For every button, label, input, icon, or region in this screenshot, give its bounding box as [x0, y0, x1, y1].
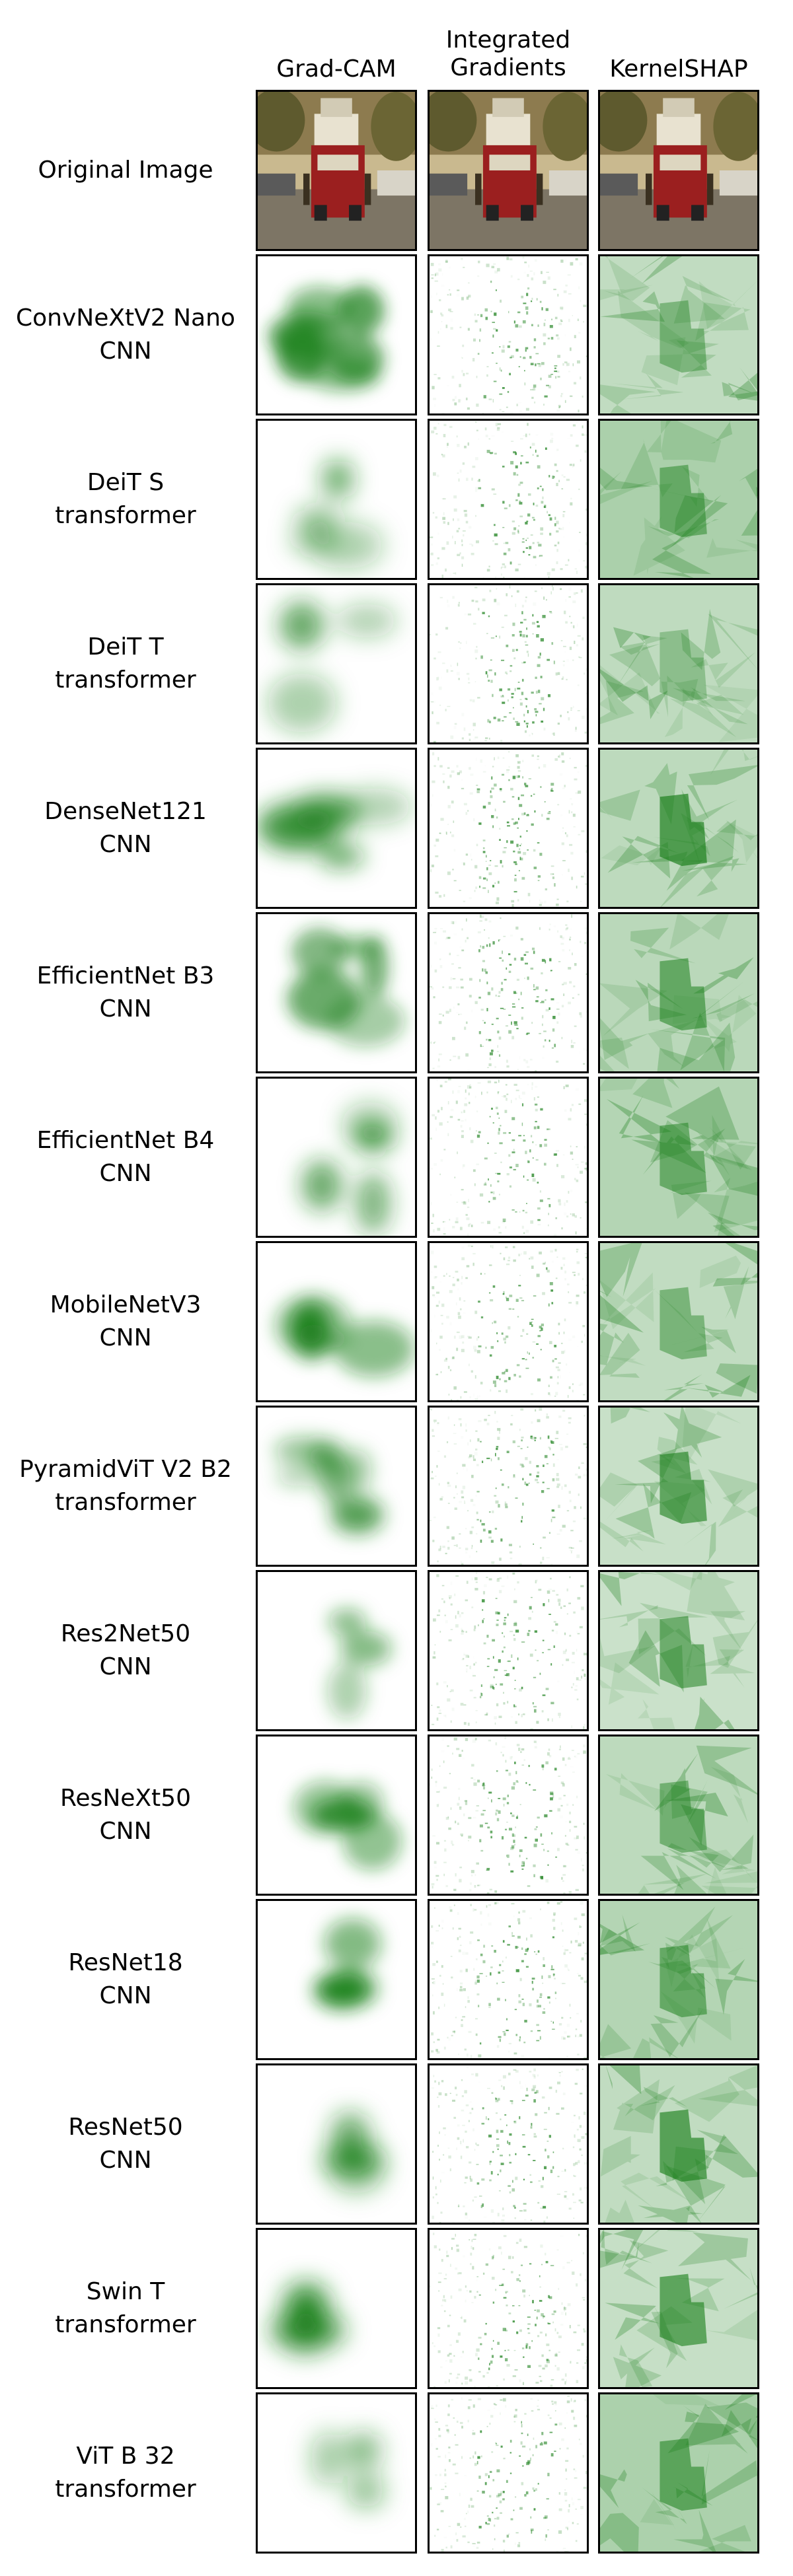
model-type: CNN — [99, 1818, 152, 1845]
row-label: ConvNeXtV2 Nano CNN — [0, 302, 251, 368]
grad-cam-map — [256, 912, 417, 1073]
kernelshap-map — [598, 2228, 759, 2389]
model-type: CNN — [99, 1653, 152, 1680]
row-label: DeiT S transformer — [0, 466, 251, 532]
kernelshap-map — [598, 1570, 759, 1731]
grad-cam-map — [256, 1406, 417, 1567]
model-name: Res2Net50 — [60, 1620, 191, 1647]
kernelshap-map — [598, 1899, 759, 2060]
column-header-integrated-gradients: Integrated Gradients — [445, 26, 571, 81]
model-type: transformer — [55, 2476, 196, 2503]
grad-cam-map — [256, 1570, 417, 1731]
model-name: ResNet18 — [68, 1949, 183, 1976]
model-type: CNN — [99, 1324, 152, 1351]
grad-cam-map — [256, 1899, 417, 2060]
grad-cam-map — [256, 2392, 417, 2554]
grad-cam-map — [256, 583, 417, 744]
grad-cam-map — [256, 2228, 417, 2389]
row-label: EfficientNet B4 CNN — [0, 1124, 251, 1190]
kernelshap-map — [598, 2392, 759, 2554]
model-type: CNN — [99, 995, 152, 1022]
row-label: PyramidViT V2 B2 transformer — [0, 1453, 251, 1519]
model-name: EfficientNet B3 — [36, 962, 215, 989]
integrated-gradients-map — [428, 419, 589, 580]
original-image-kernelshap — [598, 90, 759, 251]
integrated-gradients-map — [428, 1077, 589, 1238]
integrated-gradients-map — [428, 912, 589, 1073]
original-image-integrated-gradients — [428, 90, 589, 251]
model-type: transformer — [55, 2311, 196, 2338]
model-name: ConvNeXtV2 Nano — [16, 304, 235, 332]
model-type: transformer — [55, 666, 196, 694]
integrated-gradients-map — [428, 2392, 589, 2554]
model-type: CNN — [99, 2147, 152, 2174]
kernelshap-map — [598, 2063, 759, 2225]
model-name: ViT B 32 — [76, 2443, 175, 2470]
column-header-kernelshap: KernelSHAP — [609, 55, 748, 83]
row-label: ResNeXt50 CNN — [0, 1782, 251, 1848]
kernelshap-map — [598, 583, 759, 744]
row-label: Res2Net50 CNN — [0, 1618, 251, 1684]
grad-cam-map — [256, 748, 417, 909]
row-label: Swin T transformer — [0, 2275, 251, 2342]
kernelshap-map — [598, 748, 759, 909]
model-type: CNN — [99, 338, 152, 365]
row-label-original-image: Original Image — [38, 157, 213, 184]
kernelshap-map — [598, 912, 759, 1073]
integrated-gradients-map — [428, 1570, 589, 1731]
kernelshap-map — [598, 419, 759, 580]
model-type: CNN — [99, 1160, 152, 1187]
integrated-gradients-map — [428, 2063, 589, 2225]
kernelshap-map — [598, 1241, 759, 1402]
grad-cam-map — [256, 419, 417, 580]
model-type: CNN — [99, 1982, 152, 2009]
model-name: Swin T — [86, 2278, 165, 2305]
integrated-gradients-map — [428, 1241, 589, 1402]
kernelshap-map — [598, 254, 759, 415]
grad-cam-map — [256, 1241, 417, 1402]
row-label: EfficientNet B3 CNN — [0, 960, 251, 1026]
kernelshap-map — [598, 1735, 759, 1896]
model-name: EfficientNet B4 — [36, 1127, 215, 1154]
model-type: transformer — [55, 502, 196, 529]
model-name: ResNet50 — [68, 2114, 183, 2141]
model-name: DeiT T — [87, 633, 164, 661]
model-name: ResNeXt50 — [60, 1785, 191, 1812]
integrated-gradients-map — [428, 1406, 589, 1567]
model-name: DeiT S — [87, 469, 165, 496]
row-label: MobileNetV3 CNN — [0, 1289, 251, 1355]
row-label: ResNet18 CNN — [0, 1947, 251, 2013]
grad-cam-map — [256, 254, 417, 415]
model-name: DenseNet121 — [44, 798, 207, 825]
row-label: ViT B 32 transformer — [0, 2440, 251, 2506]
integrated-gradients-map — [428, 1899, 589, 2060]
grad-cam-map — [256, 1077, 417, 1238]
column-header-grad-cam: Grad-CAM — [276, 55, 397, 83]
row-label: ResNet50 CNN — [0, 2111, 251, 2177]
model-name: PyramidViT V2 B2 — [19, 1456, 232, 1483]
kernelshap-map — [598, 1406, 759, 1567]
model-type: transformer — [55, 1489, 196, 1516]
integrated-gradients-map — [428, 583, 589, 744]
model-name: MobileNetV3 — [50, 1291, 202, 1318]
model-type: CNN — [99, 831, 152, 858]
grad-cam-map — [256, 2063, 417, 2225]
integrated-gradients-map — [428, 254, 589, 415]
original-image-grad-cam — [256, 90, 417, 251]
row-label: DenseNet121 CNN — [0, 795, 251, 861]
integrated-gradients-map — [428, 2228, 589, 2389]
row-label: DeiT T transformer — [0, 631, 251, 697]
grad-cam-map — [256, 1735, 417, 1896]
kernelshap-map — [598, 1077, 759, 1238]
integrated-gradients-map — [428, 748, 589, 909]
integrated-gradients-map — [428, 1735, 589, 1896]
